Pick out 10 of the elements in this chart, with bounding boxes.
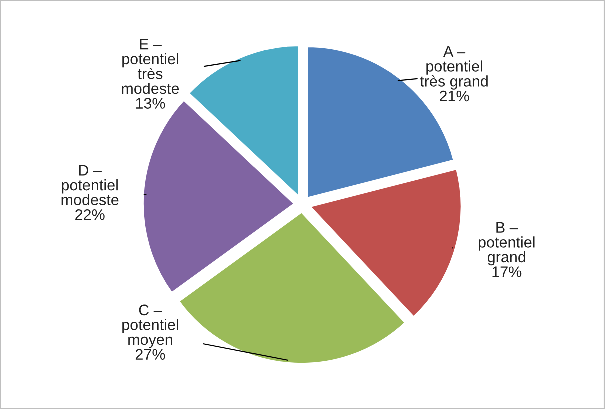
data-label: 21% (440, 90, 470, 102)
data-label: 17% (492, 266, 522, 278)
slice-label: A – potentiel très grand (420, 46, 488, 90)
slice-label: D – potentiel modeste (62, 165, 119, 206)
slice-label: E – potentiel très modeste (122, 39, 180, 94)
data-label: 13% (136, 98, 166, 109)
slice-label: B – potentiel grand (478, 222, 535, 266)
data-label: 27% (136, 349, 166, 360)
slice-label: C – potentiel moyen (122, 304, 178, 348)
data-label: 22% (76, 209, 105, 220)
